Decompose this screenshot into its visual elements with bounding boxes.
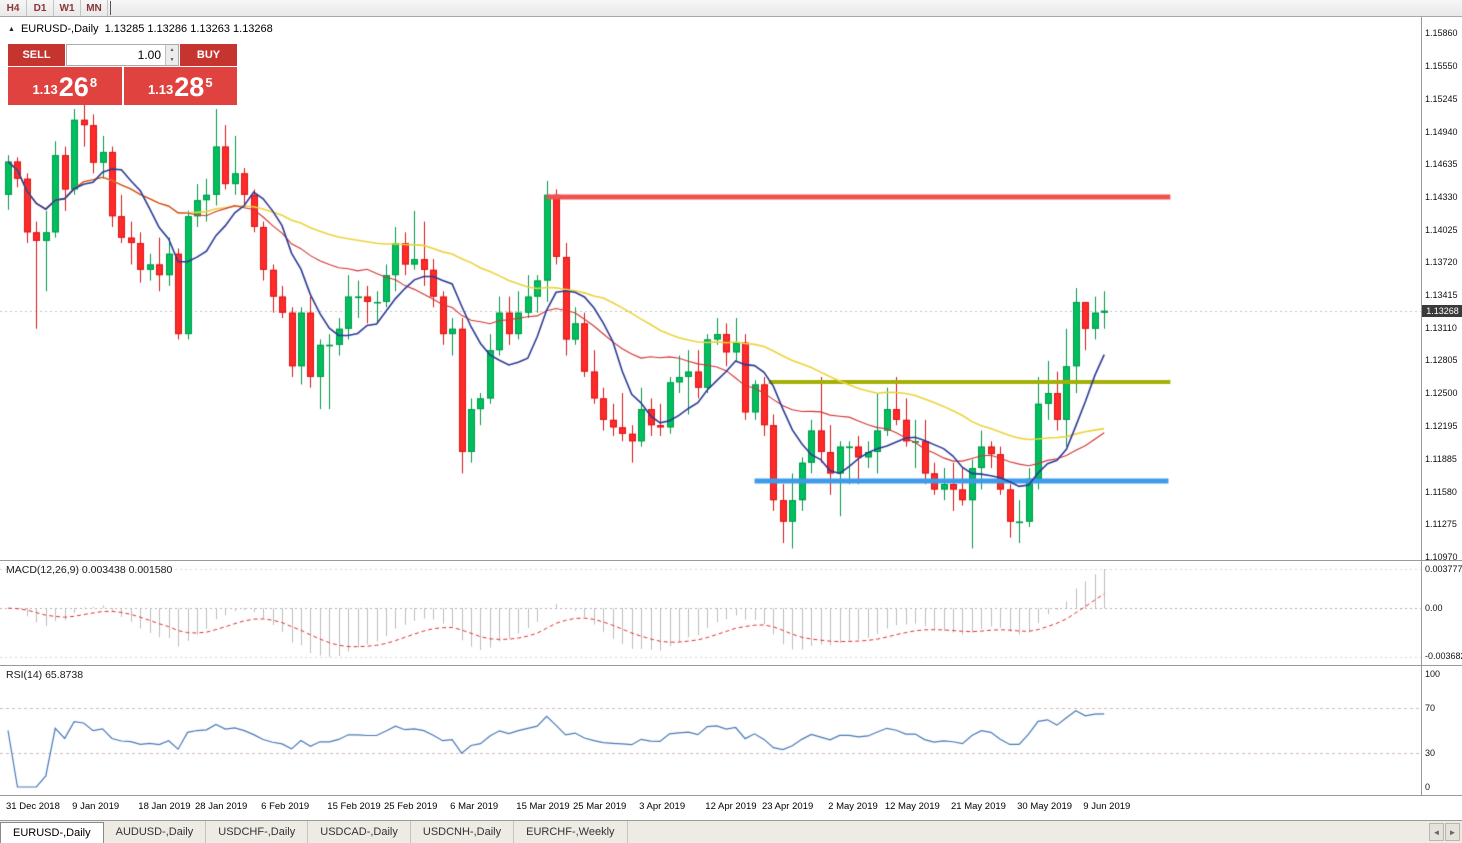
trade-prices-row: 1.13 26 8 1.13 28 5 xyxy=(8,67,237,105)
rsi-label: RSI(14) 65.8738 xyxy=(6,669,84,681)
chart-tab-usdchf-daily[interactable]: USDCHF-,Daily xyxy=(206,821,309,843)
macd-indicator-panel: MACD(12,26,9) 0.003438 0.001580 xyxy=(0,561,1421,665)
price-axis-label: 1.12195 xyxy=(1425,420,1458,431)
volume-spinner: ▲ ▼ xyxy=(165,45,178,65)
one-click-trading-panel: SELL 1.00 ▲ ▼ BUY 1.13 26 8 1.13 xyxy=(8,44,237,105)
price-axis-label: 1.11580 xyxy=(1425,486,1457,497)
chart-tab-usdcad-daily[interactable]: USDCAD-,Daily xyxy=(308,821,411,843)
volume-decrease-button[interactable]: ▼ xyxy=(166,55,178,65)
price-axis-label: 1.13415 xyxy=(1425,290,1458,300)
rsi-canvas[interactable] xyxy=(0,666,1421,795)
volume-increase-button[interactable]: ▲ xyxy=(166,45,178,55)
tabs-scroll-right-button[interactable]: ► xyxy=(1445,823,1460,841)
sell-price-display[interactable]: 1.13 26 8 xyxy=(8,67,122,105)
price-axis-label: 1.14635 xyxy=(1425,159,1458,170)
sell-price-pips: 26 xyxy=(58,72,89,102)
price-axis-label: 1.14940 xyxy=(1425,126,1458,137)
date-axis-label: 31 Dec 2018 xyxy=(6,801,60,812)
chart-tabs: EURUSD-,Daily AUDUSD-,Daily USDCHF-,Daily U… xyxy=(0,821,628,843)
price-axis-label: 1.15860 xyxy=(1425,28,1458,38)
date-axis-label: 30 May 2019 xyxy=(1017,801,1073,812)
price-axis-label: 1.15550 xyxy=(1425,61,1458,72)
sell-price-prefix: 1.13 xyxy=(32,82,58,98)
date-axis-label: 12 May 2019 xyxy=(884,801,940,812)
price-axis-label: 1.11275 xyxy=(1425,519,1457,530)
date-axis-label: 12 Apr 2019 xyxy=(705,801,757,812)
buy-price-display[interactable]: 1.13 28 5 xyxy=(123,67,237,105)
chart-header: ▲ EURUSD-,Daily 1.13285 1.13286 1.13263 … xyxy=(8,23,273,35)
date-axis-label: 15 Feb 2019 xyxy=(327,801,381,812)
current-price-badge: 1.13268 xyxy=(1422,304,1462,317)
date-axis-label: 21 May 2019 xyxy=(951,801,1006,812)
timeframe-button-d1[interactable]: D1 xyxy=(27,0,54,16)
date-axis-label: 3 Apr 2019 xyxy=(639,801,686,812)
chart-ohlc-quote: 1.13285 1.13286 1.13263 1.13268 xyxy=(104,23,273,35)
volume-value[interactable]: 1.00 xyxy=(137,48,161,62)
price-axis-label: 1.12805 xyxy=(1425,355,1458,366)
panel-divider[interactable] xyxy=(0,665,1462,666)
volume-field[interactable]: 1.00 ▲ ▼ xyxy=(66,44,179,66)
chart-symbol-label: EURUSD-,Daily xyxy=(20,23,99,35)
date-axis-label: 6 Feb 2019 xyxy=(261,801,310,812)
buy-price-prefix: 1.13 xyxy=(147,82,174,98)
price-chart-canvas[interactable] xyxy=(0,17,1421,560)
price-axis-label: 1.10970 xyxy=(1425,552,1458,562)
timeframe-buttons: H4 D1 W1 MN xyxy=(0,0,108,16)
collapse-trade-panel-icon[interactable]: ▲ xyxy=(8,25,15,33)
timeframe-button-w1[interactable]: W1 xyxy=(54,0,81,16)
chart-tab-eurchf-weekly[interactable]: EURCHF-,Weekly xyxy=(514,821,628,843)
buy-button[interactable]: BUY xyxy=(180,44,237,66)
timeframe-button-h4[interactable]: H4 xyxy=(0,0,27,16)
date-axis-label: 2 May 2019 xyxy=(828,801,878,812)
rsi-indicator-panel: RSI(14) 65.8738 xyxy=(0,666,1421,795)
rsi-axis-label: 100 xyxy=(1425,669,1441,679)
macd-axis-max: 0.003777 xyxy=(1425,564,1462,574)
macd-axis-zero: 0.00 xyxy=(1425,603,1443,614)
date-axis-label: 15 Mar 2019 xyxy=(516,801,570,812)
time-axis: 31 Dec 2018 9 Jan 2019 18 Jan 2019 28 Jan 2… xyxy=(0,796,1421,820)
panel-divider[interactable] xyxy=(0,560,1462,561)
date-axis-label: 25 Feb 2019 xyxy=(384,801,438,812)
price-chart-panel: ▲ EURUSD-,Daily 1.13285 1.13286 1.13263 … xyxy=(0,17,1421,560)
macd-axis-min: -0.003682 xyxy=(1425,651,1462,661)
price-axis-label: 1.14330 xyxy=(1425,191,1458,202)
price-axis: 1.13268 1.15860 1.15550 1.15245 1.14940 1.14… xyxy=(1421,17,1462,795)
rsi-axis-label: 30 xyxy=(1425,748,1436,759)
chart-tabs-bar: EURUSD-,Daily AUDUSD-,Daily USDCHF-,Daily U… xyxy=(0,820,1462,843)
date-axis-label: 9 Jun 2019 xyxy=(1083,801,1131,812)
date-axis-label: 6 Mar 2019 xyxy=(450,801,499,812)
date-axis-label: 25 Mar 2019 xyxy=(573,801,627,812)
trade-controls-row: SELL 1.00 ▲ ▼ BUY xyxy=(8,44,237,66)
tab-scroll-buttons: ◄ ► xyxy=(1429,823,1460,841)
sell-price-pipette: 8 xyxy=(89,75,98,90)
chart-tab-eurusd-daily[interactable]: EURUSD-,Daily xyxy=(0,822,104,843)
price-axis-label: 1.13110 xyxy=(1425,322,1457,333)
buy-price-pipette: 5 xyxy=(205,75,213,90)
buy-price-pips: 28 xyxy=(174,72,205,102)
sell-button[interactable]: SELL xyxy=(8,44,65,66)
date-axis-label: 28 Jan 2019 xyxy=(195,801,248,812)
toolbar-separator xyxy=(110,1,111,15)
date-axis-label: 23 Apr 2019 xyxy=(762,801,814,812)
price-axis-label: 1.11885 xyxy=(1425,453,1457,464)
price-axis-label: 1.15245 xyxy=(1425,93,1458,104)
date-axis-label: 9 Jan 2019 xyxy=(72,801,120,812)
rsi-axis-label: 70 xyxy=(1425,702,1436,713)
tabs-scroll-left-button[interactable]: ◄ xyxy=(1429,823,1444,841)
price-axis-label: 1.12500 xyxy=(1425,388,1458,399)
macd-label: MACD(12,26,9) 0.003438 0.001580 xyxy=(6,564,173,576)
chart-tab-audusd-daily[interactable]: AUDUSD-,Daily xyxy=(104,821,207,843)
price-axis-label: 1.13720 xyxy=(1425,257,1458,268)
panel-divider xyxy=(0,795,1462,796)
rsi-axis-label: 0 xyxy=(1425,782,1431,792)
macd-canvas[interactable] xyxy=(0,561,1421,665)
date-axis-label: 18 Jan 2019 xyxy=(138,801,191,812)
timeframe-button-mn[interactable]: MN xyxy=(81,0,108,16)
timeframe-toolbar: H4 D1 W1 MN xyxy=(0,0,1462,17)
chart-tab-usdcnh-daily[interactable]: USDCNH-,Daily xyxy=(411,821,515,843)
price-axis-label: 1.14025 xyxy=(1425,224,1458,235)
